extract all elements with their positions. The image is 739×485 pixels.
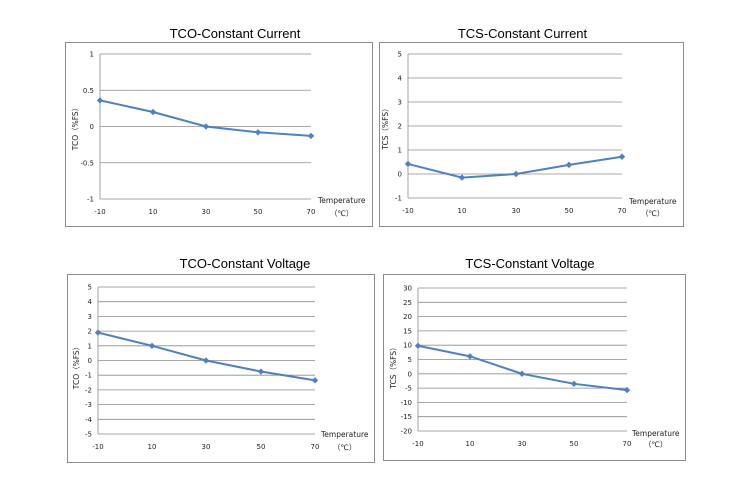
x-axis-label: Temperature bbox=[628, 197, 677, 206]
y-tick-label: 3 bbox=[398, 99, 402, 107]
x-tick-label: -10 bbox=[402, 207, 413, 215]
y-axis-label: TCO（%FS） bbox=[71, 104, 80, 151]
x-axis-unit-label: （℃） bbox=[641, 209, 664, 218]
y-tick-label: 20 bbox=[403, 313, 412, 321]
x-tick-label: 10 bbox=[149, 208, 158, 216]
y-tick-label: 30 bbox=[403, 285, 412, 293]
x-tick-label: 70 bbox=[618, 207, 627, 215]
chart-title: TCO-Constant Current bbox=[169, 26, 301, 41]
x-axis-unit-label: （℃） bbox=[333, 443, 356, 452]
y-tick-label: -5 bbox=[405, 385, 412, 393]
y-tick-label: -1 bbox=[395, 195, 402, 203]
y-tick-label: 4 bbox=[398, 75, 403, 83]
chart-title: TCO-Constant Voltage bbox=[179, 256, 311, 271]
y-tick-label: -4 bbox=[85, 416, 93, 424]
data-point bbox=[307, 132, 315, 140]
y-tick-label: 0 bbox=[398, 171, 402, 179]
y-tick-label: 3 bbox=[88, 313, 92, 321]
y-axis-label: TCS（%FS） bbox=[381, 104, 390, 150]
y-tick-label: 1 bbox=[90, 51, 94, 59]
y-axis-label: TCO（%FS） bbox=[72, 343, 81, 390]
chart-frame bbox=[65, 42, 373, 227]
y-tick-label: -2 bbox=[85, 386, 92, 394]
data-point bbox=[404, 160, 412, 168]
x-tick-label: -10 bbox=[92, 443, 103, 451]
x-tick-label: 10 bbox=[466, 440, 475, 448]
x-tick-label: 50 bbox=[565, 207, 574, 215]
x-axis-unit-label: （℃） bbox=[330, 209, 353, 218]
y-tick-label: 0 bbox=[88, 357, 92, 365]
data-point bbox=[512, 170, 520, 178]
y-tick-label: -5 bbox=[85, 431, 92, 439]
chart-frame bbox=[383, 274, 686, 461]
x-tick-label: 50 bbox=[570, 440, 579, 448]
data-point bbox=[458, 174, 466, 181]
y-tick-label: 25 bbox=[403, 299, 412, 307]
y-tick-label: -1 bbox=[87, 196, 94, 204]
data-point bbox=[96, 97, 104, 104]
chart-title: TCS-Constant Current bbox=[457, 26, 588, 41]
data-point bbox=[311, 377, 319, 384]
data-point bbox=[618, 153, 626, 160]
x-tick-label: -10 bbox=[412, 440, 423, 448]
x-tick-label: 10 bbox=[148, 443, 157, 451]
data-point bbox=[623, 386, 631, 394]
data-point bbox=[202, 123, 210, 130]
x-axis-unit-label: （℃） bbox=[644, 440, 667, 449]
x-tick-label: 30 bbox=[512, 207, 521, 215]
data-point bbox=[149, 108, 157, 116]
y-tick-label: 0 bbox=[90, 123, 94, 131]
chart-frame bbox=[379, 42, 684, 227]
data-point bbox=[414, 342, 422, 349]
x-tick-label: 30 bbox=[202, 208, 211, 216]
data-point bbox=[94, 329, 102, 336]
y-tick-label: 1 bbox=[88, 342, 92, 350]
x-axis-label: Temperature bbox=[320, 430, 369, 439]
x-tick-label: 30 bbox=[202, 443, 211, 451]
y-tick-label: 4 bbox=[88, 298, 93, 306]
x-tick-label: 70 bbox=[307, 208, 316, 216]
x-tick-label: 10 bbox=[458, 207, 467, 215]
x-axis-label: Temperature bbox=[631, 429, 680, 438]
y-tick-label: -1 bbox=[85, 372, 92, 380]
y-tick-label: 10 bbox=[403, 342, 412, 350]
x-tick-label: -10 bbox=[94, 208, 105, 216]
y-tick-label: -3 bbox=[85, 401, 92, 409]
chart-frame bbox=[67, 274, 375, 463]
data-point bbox=[466, 353, 474, 360]
data-point bbox=[257, 368, 265, 375]
series-line bbox=[417, 344, 628, 392]
y-tick-label: -0.5 bbox=[80, 159, 94, 167]
data-point bbox=[570, 380, 578, 388]
data-point bbox=[148, 342, 156, 349]
y-tick-label: 15 bbox=[403, 327, 412, 335]
y-tick-label: 5 bbox=[88, 284, 92, 292]
x-tick-label: 50 bbox=[257, 443, 266, 451]
y-tick-label: 2 bbox=[88, 328, 92, 336]
y-tick-label: 0.5 bbox=[83, 87, 94, 95]
x-tick-label: 50 bbox=[254, 208, 263, 216]
data-point bbox=[518, 370, 526, 377]
y-tick-label: 2 bbox=[398, 123, 402, 131]
x-tick-label: 70 bbox=[623, 440, 632, 448]
x-tick-label: 70 bbox=[311, 443, 320, 451]
y-tick-label: 5 bbox=[408, 356, 412, 364]
y-tick-label: 0 bbox=[408, 370, 412, 378]
data-point bbox=[254, 129, 262, 136]
x-axis-label: Temperature bbox=[317, 196, 366, 205]
data-point bbox=[565, 161, 573, 169]
y-tick-label: -15 bbox=[401, 413, 412, 421]
chart-title: TCS-Constant Voltage bbox=[465, 256, 595, 271]
y-tick-label: -10 bbox=[401, 399, 412, 407]
x-tick-label: 30 bbox=[518, 440, 527, 448]
y-axis-label: TCS（%FS） bbox=[389, 343, 398, 389]
y-tick-label: 1 bbox=[398, 147, 402, 155]
y-tick-label: -20 bbox=[401, 428, 412, 436]
y-tick-label: 5 bbox=[398, 51, 402, 59]
data-point bbox=[202, 357, 210, 364]
